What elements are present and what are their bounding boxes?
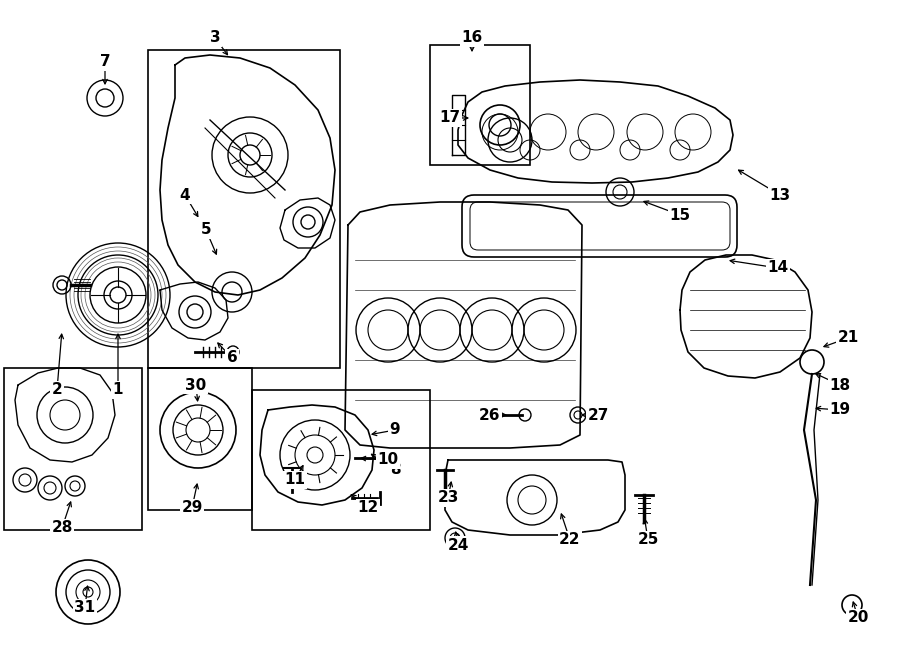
Text: 15: 15 <box>670 208 690 223</box>
Text: 4: 4 <box>180 188 190 202</box>
Text: 28: 28 <box>51 520 73 535</box>
Text: 9: 9 <box>390 422 400 438</box>
Text: 22: 22 <box>559 533 580 547</box>
Bar <box>252 390 430 530</box>
Text: 2: 2 <box>51 383 62 397</box>
Bar <box>148 368 252 510</box>
Text: 24: 24 <box>447 537 469 553</box>
Text: 21: 21 <box>837 330 859 346</box>
Text: 16: 16 <box>462 30 482 46</box>
Text: 7: 7 <box>100 54 111 69</box>
Text: 14: 14 <box>768 260 788 276</box>
Text: 3: 3 <box>210 30 220 46</box>
Text: 13: 13 <box>770 188 790 202</box>
Text: 23: 23 <box>437 490 459 506</box>
Text: 20: 20 <box>847 611 868 625</box>
Text: 25: 25 <box>637 533 659 547</box>
Text: 8: 8 <box>390 463 400 477</box>
Text: 10: 10 <box>377 453 399 467</box>
Bar <box>148 50 340 368</box>
Text: 27: 27 <box>588 407 608 422</box>
Bar <box>4 368 142 530</box>
Text: 30: 30 <box>185 377 207 393</box>
Text: 1: 1 <box>112 383 123 397</box>
Text: 19: 19 <box>830 403 850 418</box>
Text: 26: 26 <box>479 407 500 422</box>
Text: 17: 17 <box>439 110 461 126</box>
Text: 6: 6 <box>227 350 238 366</box>
Text: 29: 29 <box>181 500 202 516</box>
Text: 11: 11 <box>284 473 305 488</box>
Text: 5: 5 <box>201 223 212 237</box>
Text: 31: 31 <box>75 600 95 615</box>
Bar <box>430 45 530 165</box>
Text: 18: 18 <box>830 377 850 393</box>
Text: 12: 12 <box>357 500 379 516</box>
